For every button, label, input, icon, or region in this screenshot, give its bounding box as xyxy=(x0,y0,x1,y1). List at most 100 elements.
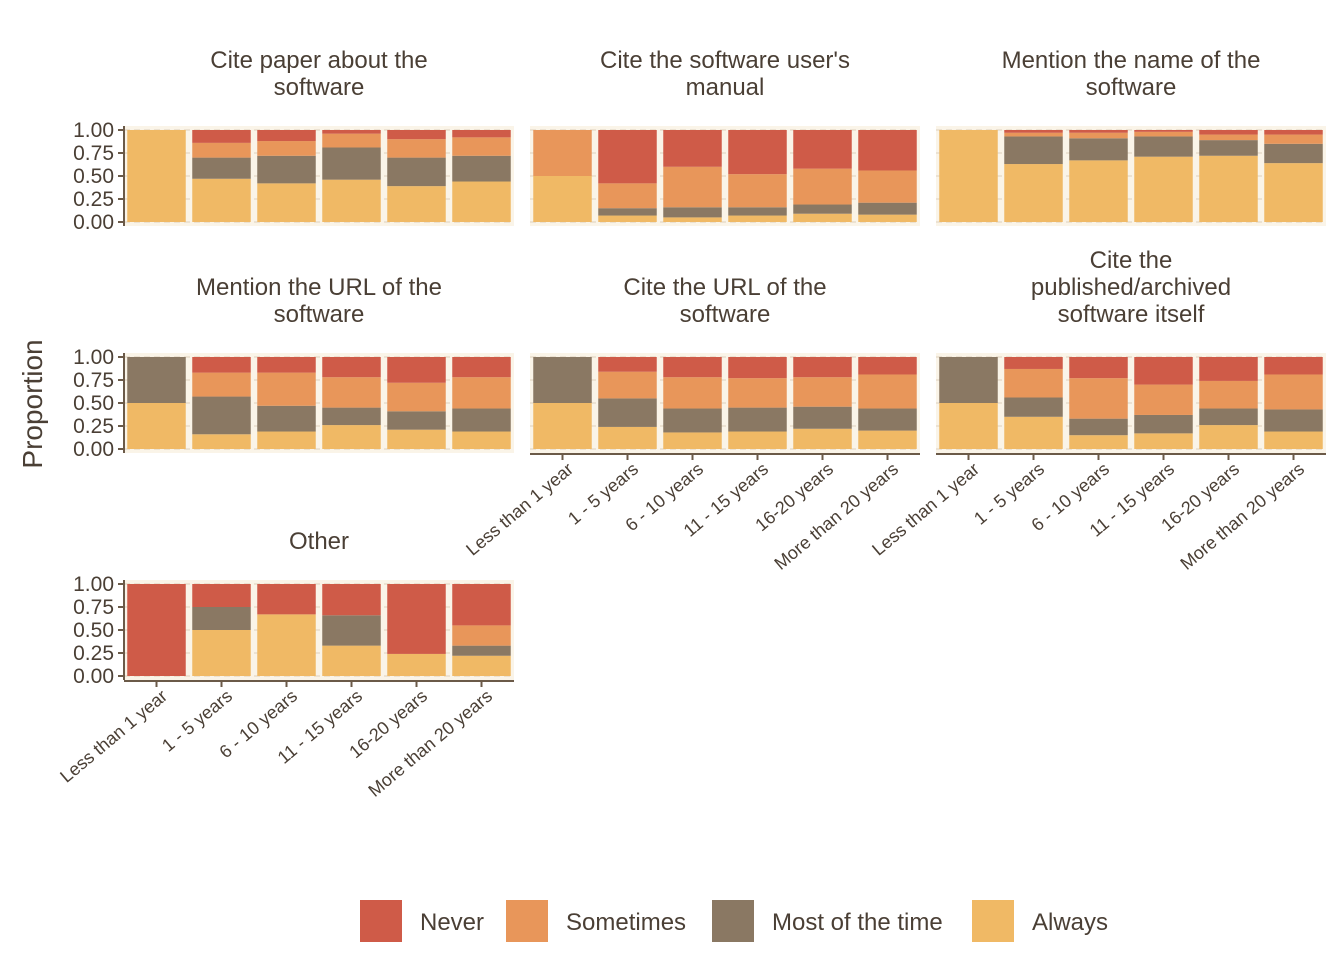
bar-segment-always xyxy=(127,403,186,449)
legend-swatch-never xyxy=(360,900,402,942)
bar-segment-never xyxy=(387,130,446,140)
bar-segment-sometimes xyxy=(1199,380,1258,409)
bar-segment-always xyxy=(127,130,186,222)
bar-segment-most-of-the-time xyxy=(322,615,381,646)
bar-segment-sometimes xyxy=(858,374,917,409)
bar-segment-never xyxy=(1069,357,1128,379)
bar-segment-most-of-the-time xyxy=(598,208,657,216)
bar-segment-always xyxy=(1264,431,1323,449)
bar-segment-sometimes xyxy=(1069,132,1128,139)
bar-segment-always xyxy=(793,213,852,222)
bar-segment-always xyxy=(322,425,381,449)
bar-segment-always xyxy=(387,653,446,676)
bar-segment-never xyxy=(793,130,852,169)
bar-segment-always xyxy=(257,614,316,676)
bar-segment-always xyxy=(728,431,787,449)
bar-segment-never xyxy=(1264,130,1323,135)
facet-title: software xyxy=(274,74,365,101)
y-tick-label: 1.00 xyxy=(73,119,114,142)
bar-segment-most-of-the-time xyxy=(1199,140,1258,156)
facet-title: Cite the xyxy=(1090,247,1173,274)
bar-segment-most-of-the-time xyxy=(1069,138,1128,161)
y-tick-label: 0.00 xyxy=(73,211,114,234)
y-tick-label: 0.50 xyxy=(73,392,114,415)
bar-segment-sometimes xyxy=(1004,368,1063,398)
y-tick-label: 0.25 xyxy=(73,188,114,211)
facet-title: Cite the URL of the xyxy=(623,274,826,301)
legend-swatch-most-of-the-time xyxy=(712,900,754,942)
facet-title: software itself xyxy=(1058,301,1205,328)
bar-segment-never xyxy=(452,130,511,138)
bar-segment-sometimes xyxy=(452,625,511,646)
y-tick-label: 0.25 xyxy=(73,415,114,438)
bar-segment-sometimes xyxy=(663,166,722,208)
bar-segment-most-of-the-time xyxy=(858,202,917,215)
bar-segment-always xyxy=(257,183,316,222)
bar-segment-most-of-the-time xyxy=(793,406,852,429)
bar-segment-never xyxy=(192,130,251,143)
bar-segment-most-of-the-time xyxy=(257,405,316,432)
legend-label: Most of the time xyxy=(772,909,943,936)
bar-segment-sometimes xyxy=(452,377,511,409)
bar-segment-always xyxy=(533,403,592,449)
y-tick-label: 0.75 xyxy=(73,369,114,392)
bar-segment-never xyxy=(1199,357,1258,381)
bar-segment-sometimes xyxy=(598,371,657,399)
bar-segment-most-of-the-time xyxy=(1004,136,1063,165)
facet-title: published/archived xyxy=(1031,274,1231,301)
bar-segment-most-of-the-time xyxy=(1134,136,1193,157)
bar-segment-never xyxy=(1264,357,1323,375)
y-tick-label: 0.75 xyxy=(73,142,114,165)
bar-segment-always xyxy=(257,431,316,449)
bar-segment-always xyxy=(192,630,251,676)
facet-title: software xyxy=(680,301,771,328)
bar-segment-most-of-the-time xyxy=(663,207,722,218)
bar-segment-never xyxy=(598,130,657,184)
legend-label: Always xyxy=(1032,909,1108,936)
bar-segment-sometimes xyxy=(793,168,852,205)
bar-segment-most-of-the-time xyxy=(533,357,592,403)
facet-title: Cite the software user's xyxy=(600,47,850,74)
bar-segment-most-of-the-time xyxy=(192,157,251,179)
bar-segment-sometimes xyxy=(1264,374,1323,410)
bar-segment-never xyxy=(858,130,917,171)
bar-segment-always xyxy=(1199,155,1258,222)
bar-segment-never xyxy=(793,357,852,378)
bar-segment-most-of-the-time xyxy=(793,204,852,214)
bar-segment-never xyxy=(1069,130,1128,133)
y-axis-label: Proportion xyxy=(17,339,48,468)
bar-segment-always xyxy=(858,214,917,222)
x-tick-label: More than 20 years xyxy=(1176,459,1308,574)
bar-segment-always xyxy=(939,130,998,222)
legend-label: Sometimes xyxy=(566,909,686,936)
legend-label: Never xyxy=(420,909,484,936)
bar-segment-sometimes xyxy=(663,377,722,409)
bar-segment-never xyxy=(1199,130,1258,135)
bar-segment-most-of-the-time xyxy=(728,207,787,216)
y-tick-label: 0.75 xyxy=(73,596,114,619)
bar-segment-always xyxy=(452,181,511,222)
bar-segment-sometimes xyxy=(793,377,852,407)
bar-segment-most-of-the-time xyxy=(452,645,511,656)
bar-segment-most-of-the-time xyxy=(1199,408,1258,426)
bar-segment-sometimes xyxy=(322,377,381,408)
bar-segment-always xyxy=(1134,156,1193,222)
bar-segment-always xyxy=(452,655,511,676)
bar-segment-sometimes xyxy=(192,142,251,158)
bar-segment-sometimes xyxy=(322,133,381,148)
bar-segment-sometimes xyxy=(1134,384,1193,415)
bar-segment-sometimes xyxy=(1134,131,1193,137)
bar-segment-most-of-the-time xyxy=(858,408,917,431)
bar-segment-never xyxy=(858,357,917,375)
bar-segment-most-of-the-time xyxy=(387,411,446,430)
bar-segment-most-of-the-time xyxy=(1004,397,1063,417)
bar-segment-never xyxy=(322,357,381,378)
bar-segment-sometimes xyxy=(728,174,787,208)
bar-segment-sometimes xyxy=(257,372,316,406)
bar-segment-most-of-the-time xyxy=(322,147,381,180)
bar-segment-always xyxy=(1004,164,1063,222)
bar-segment-never xyxy=(387,357,446,383)
bar-segment-most-of-the-time xyxy=(452,155,511,182)
bar-segment-never xyxy=(1004,357,1063,369)
bar-segment-always xyxy=(793,428,852,449)
